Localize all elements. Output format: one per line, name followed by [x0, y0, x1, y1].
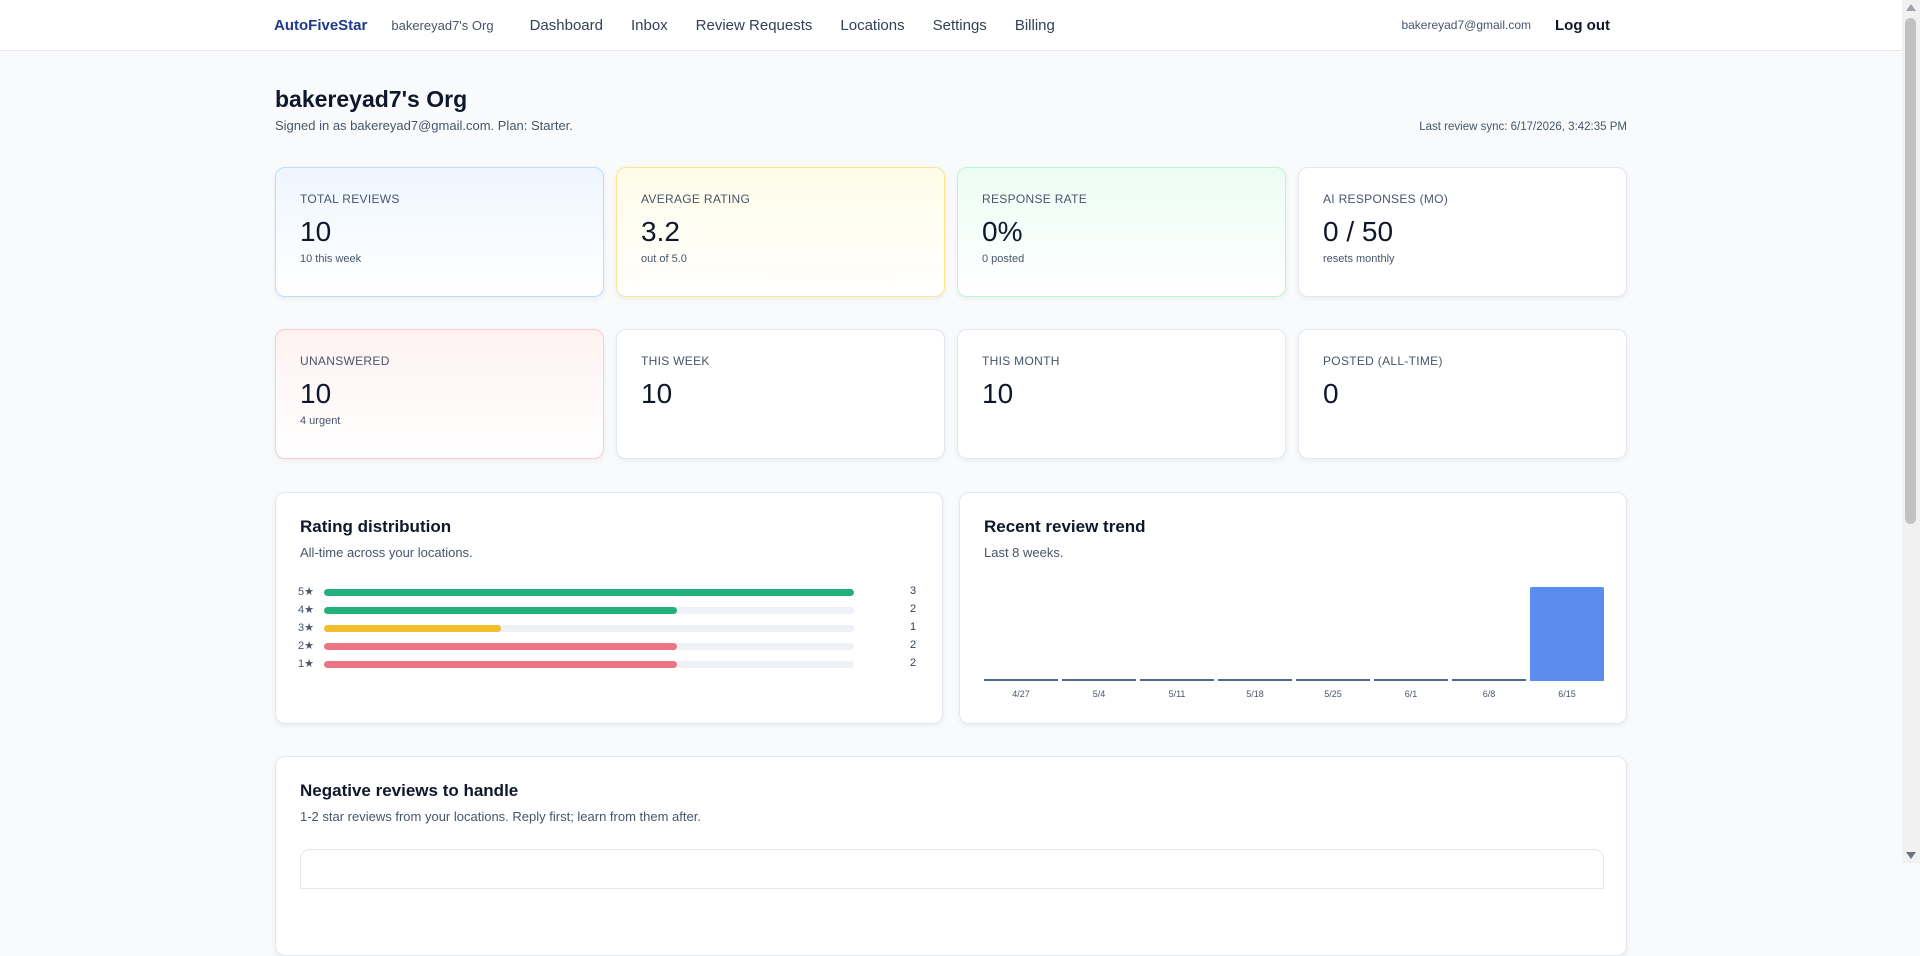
scroll-up-arrow-icon[interactable]	[1906, 4, 1916, 11]
distribution-row: 1★ 2	[276, 655, 916, 673]
stat-label: Response rate	[982, 192, 1088, 206]
distribution-row: 2★ 2	[276, 637, 916, 655]
stat-value: 10	[982, 378, 1014, 409]
trend-tick-label: 5/25	[1324, 689, 1342, 699]
trend-tick-label: 6/15	[1558, 689, 1576, 699]
trend-bar	[1140, 679, 1214, 681]
trend-tick-label: 5/11	[1168, 689, 1186, 699]
trend-bar	[1452, 679, 1526, 681]
stat-card-this-month: This month 10	[957, 329, 1286, 459]
stat-hint: 4 urgent	[300, 415, 341, 427]
stat-hint: 0 posted	[982, 253, 1025, 265]
panel-subtitle: 1-2 star reviews from your locations. Re…	[300, 809, 701, 824]
nav-review-requests[interactable]: Review Requests	[695, 16, 813, 34]
page-title: bakereyad7's Org	[275, 86, 468, 112]
stat-label: AI responses (mo)	[1323, 192, 1449, 206]
stat-card-unanswered: Unanswered 10 4 urgent	[275, 329, 604, 459]
trend-bar	[1218, 679, 1292, 681]
stat-label: This month	[982, 354, 1060, 368]
stat-value: 10	[300, 378, 332, 409]
rating-distribution-panel: Rating distribution All-time across your…	[275, 492, 943, 724]
negative-reviews-list	[300, 849, 1604, 889]
stat-hint: resets monthly	[1323, 253, 1395, 265]
panel-title: Recent review trend	[984, 517, 1146, 536]
stat-label: This week	[641, 354, 710, 368]
trend-tick-label: 5/4	[1092, 689, 1106, 699]
star-label: 2★	[298, 640, 314, 652]
stat-value: 0	[1323, 378, 1339, 409]
trend-tick-label: 5/18	[1246, 689, 1264, 699]
nav-locations[interactable]: Locations	[840, 16, 905, 34]
scroll-thumb[interactable]	[1905, 18, 1916, 524]
distribution-bar	[324, 589, 854, 596]
distribution-count: 2	[910, 639, 917, 651]
trend-bar	[1374, 679, 1448, 681]
stat-label: Average rating	[641, 192, 751, 206]
distribution-track	[324, 589, 854, 596]
trend-tick-label: 4/27	[1012, 689, 1030, 699]
panel-subtitle: All-time across your locations.	[300, 545, 473, 560]
distribution-track	[324, 607, 854, 614]
distribution-track	[324, 643, 854, 650]
nav-settings[interactable]: Settings	[932, 16, 987, 34]
nav-inbox[interactable]: Inbox	[630, 16, 668, 34]
stat-card-average-rating: Average rating 3.2 out of 5.0	[616, 167, 945, 297]
distribution-row: 5★ 3	[276, 583, 916, 601]
nav-billing[interactable]: Billing	[1014, 16, 1055, 34]
star-label: 4★	[298, 604, 314, 616]
stat-value: 10	[641, 378, 673, 409]
stat-hint: out of 5.0	[641, 253, 687, 265]
distribution-bar	[324, 661, 678, 668]
distribution-bar	[324, 625, 501, 632]
last-sync-time: Last review sync: 6/17/2026, 3:42:35 PM	[1419, 121, 1627, 133]
stat-card-posted-all-time: Posted (all-time) 0	[1298, 329, 1627, 459]
brand-logo[interactable]: AutoFiveStar	[274, 16, 368, 34]
main-nav: Dashboard Inbox Review Requests Location…	[530, 17, 1083, 34]
nav-dashboard[interactable]: Dashboard	[529, 16, 603, 34]
stat-card-this-week: This week 10	[616, 329, 945, 459]
distribution-count: 2	[910, 603, 917, 615]
page-scrollbar[interactable]	[1902, 0, 1920, 863]
scroll-down-arrow-icon[interactable]	[1906, 852, 1916, 859]
distribution-row: 3★ 1	[276, 619, 916, 637]
stat-label: Posted (all-time)	[1323, 354, 1443, 368]
distribution-track	[324, 661, 854, 668]
stat-value: 10	[300, 216, 332, 247]
stat-label: Total reviews	[300, 192, 400, 206]
distribution-count: 1	[910, 621, 917, 633]
page-subtitle: Signed in as bakereyad7@gmail.com. Plan:…	[275, 118, 573, 133]
star-label: 3★	[298, 622, 314, 634]
trend-tick-label: 6/1	[1404, 689, 1418, 699]
stat-card-total-reviews: Total reviews 10 10 this week	[275, 167, 604, 297]
stat-value: 0 / 50	[1323, 216, 1394, 247]
stat-label: Unanswered	[300, 354, 390, 368]
distribution-row: 4★ 2	[276, 601, 916, 619]
stat-hint: 10 this week	[300, 253, 362, 265]
top-navbar: AutoFiveStar bakereyad7's Org Dashboard …	[0, 0, 1902, 51]
star-label: 1★	[298, 658, 314, 670]
trend-bar	[1530, 587, 1604, 681]
negative-reviews-panel: Negative reviews to handle 1-2 star revi…	[275, 756, 1627, 956]
panel-subtitle: Last 8 weeks.	[984, 545, 1064, 560]
stat-value: 3.2	[641, 216, 680, 247]
stat-value: 0%	[982, 216, 1023, 247]
org-switcher[interactable]: bakereyad7's Org	[391, 17, 494, 33]
distribution-bar	[324, 643, 678, 650]
logout-button[interactable]: Log out	[1555, 16, 1610, 34]
distribution-track	[324, 625, 854, 632]
panel-title: Rating distribution	[300, 517, 452, 536]
stat-card-ai-responses: AI responses (mo) 0 / 50 resets monthly	[1298, 167, 1627, 297]
stat-card-response-rate: Response rate 0% 0 posted	[957, 167, 1286, 297]
user-email: bakereyad7@gmail.com	[1401, 18, 1532, 32]
trend-bar	[984, 679, 1058, 681]
trend-tick-label: 6/8	[1482, 689, 1496, 699]
distribution-count: 3	[910, 585, 917, 597]
distribution-bar	[324, 607, 678, 614]
star-label: 5★	[298, 586, 314, 598]
trend-bar	[1296, 679, 1370, 681]
review-trend-panel: Recent review trend Last 8 weeks. 4/27 5/…	[959, 492, 1627, 724]
panel-title: Negative reviews to handle	[300, 781, 519, 800]
distribution-count: 2	[910, 657, 917, 669]
trend-bar	[1062, 679, 1136, 681]
